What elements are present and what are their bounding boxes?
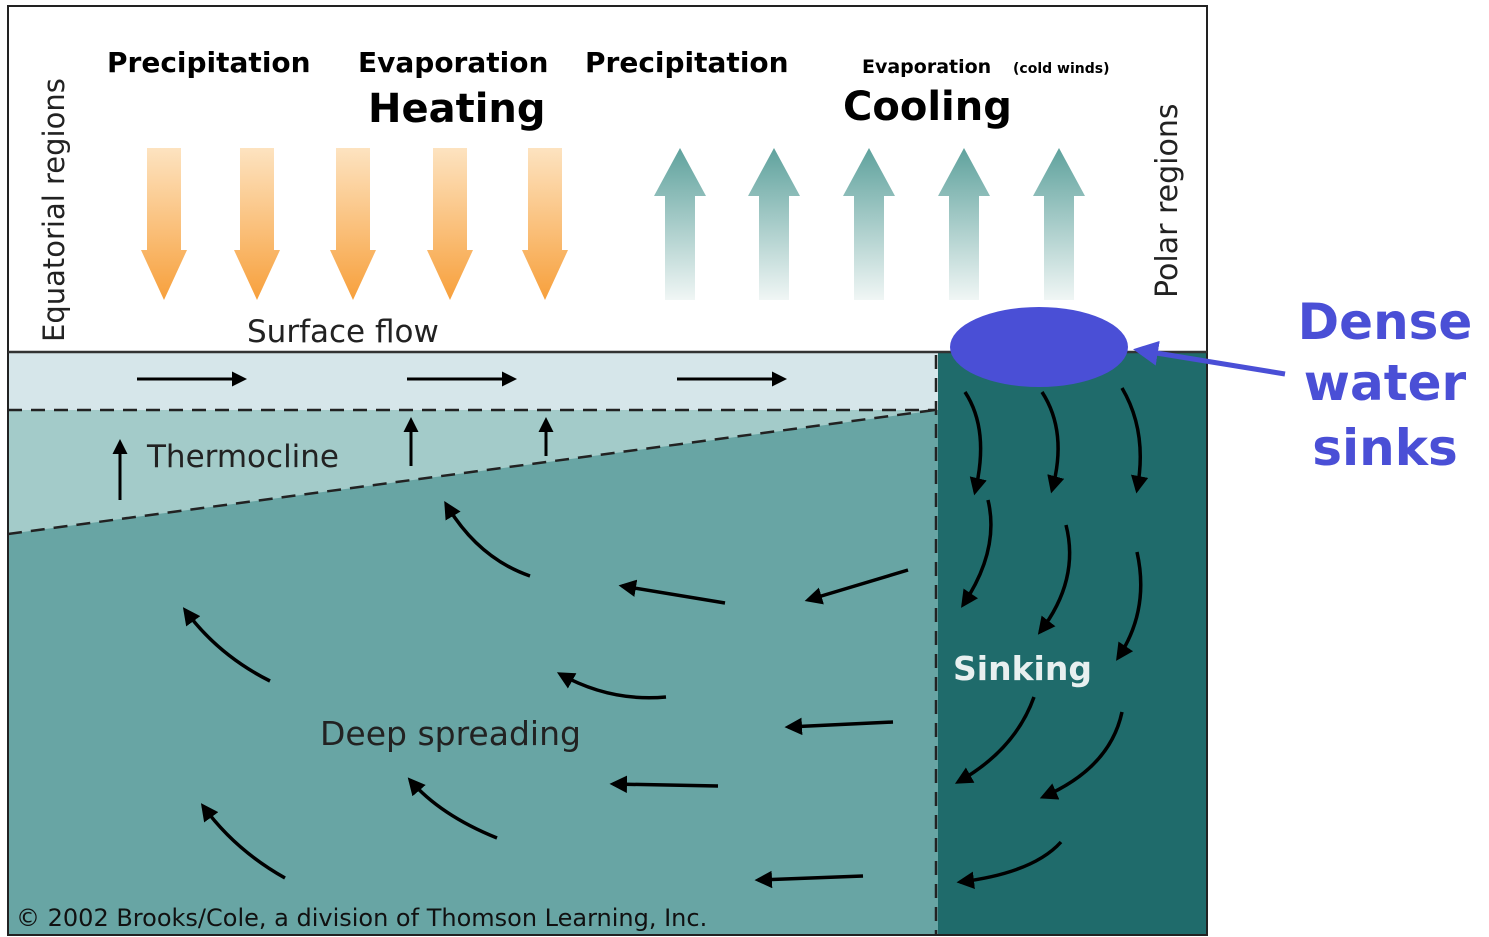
heating-arrow <box>330 148 376 300</box>
heating-label: Heating <box>368 86 546 132</box>
spreading-arrow <box>804 568 909 605</box>
spreading-arrow <box>444 500 531 578</box>
copyright-label: © 2002 Brooks/Cole, a division of Thomso… <box>16 904 707 932</box>
spreading-arrow <box>200 803 286 880</box>
polar-column <box>938 352 1207 935</box>
precipitation-left-label: Precipitation <box>107 46 311 79</box>
evaporation-label: Evaporation <box>358 46 548 79</box>
cooling-arrow <box>938 148 990 300</box>
heating-arrow <box>141 148 187 300</box>
spreading-arrow <box>784 717 894 736</box>
callout-pointer <box>1133 340 1286 377</box>
spreading-arrow <box>609 775 719 794</box>
sinking-arrow <box>954 696 1036 784</box>
atmosphere-panel <box>7 5 1208 353</box>
sinking-arrow <box>1040 391 1065 494</box>
cooling-arrow <box>843 148 895 300</box>
sinking-arrow <box>1120 387 1149 494</box>
surface-layer <box>8 352 938 410</box>
sinking-arrows <box>954 387 1149 889</box>
cooling-label: Cooling <box>843 84 1012 130</box>
callout-line-1: Dense <box>1298 293 1473 351</box>
cold-winds-label: (cold winds) <box>1013 61 1109 77</box>
spreading-arrow <box>182 607 271 683</box>
diagram-frame <box>7 5 1208 936</box>
sinking-arrow <box>956 840 1063 889</box>
sinking-label: Sinking <box>953 649 1092 688</box>
deep-spreading-arrows <box>182 500 909 889</box>
spreading-arrow <box>407 777 498 840</box>
spreading-arrow <box>556 672 667 700</box>
cooling-arrows <box>654 148 1085 300</box>
deep-spreading-label: Deep spreading <box>320 714 581 753</box>
heating-arrows <box>141 148 568 300</box>
sinking-arrow <box>1116 551 1143 661</box>
cooling-arrow <box>1033 148 1085 300</box>
cooling-arrow <box>748 148 800 300</box>
precipitation-right-label: Precipitation <box>585 46 789 79</box>
callout-line-2: water <box>1304 354 1467 412</box>
thermocline-arrows <box>112 417 554 500</box>
polar-regions-label: Polar regions <box>1150 104 1185 298</box>
surface-flow-label: Surface flow <box>247 314 439 350</box>
equatorial-regions-label: Equatorial regions <box>37 78 71 342</box>
heating-arrow <box>522 148 568 300</box>
spreading-arrow <box>618 579 726 605</box>
evaporation-cold-label: Evaporation <box>862 56 991 78</box>
dense-water-blob <box>950 307 1128 387</box>
thermocline-label: Thermocline <box>146 439 339 475</box>
thermocline-boundary <box>7 408 936 536</box>
sinking-arrow <box>1037 524 1072 635</box>
heating-arrow <box>427 148 473 300</box>
sinking-arrow <box>961 499 993 608</box>
heating-arrow <box>234 148 280 300</box>
spreading-arrow <box>754 870 864 889</box>
sinking-arrow <box>1039 711 1124 800</box>
callout-line-3: sinks <box>1312 419 1458 477</box>
cooling-arrow <box>654 148 706 300</box>
sinking-arrow <box>963 391 987 496</box>
